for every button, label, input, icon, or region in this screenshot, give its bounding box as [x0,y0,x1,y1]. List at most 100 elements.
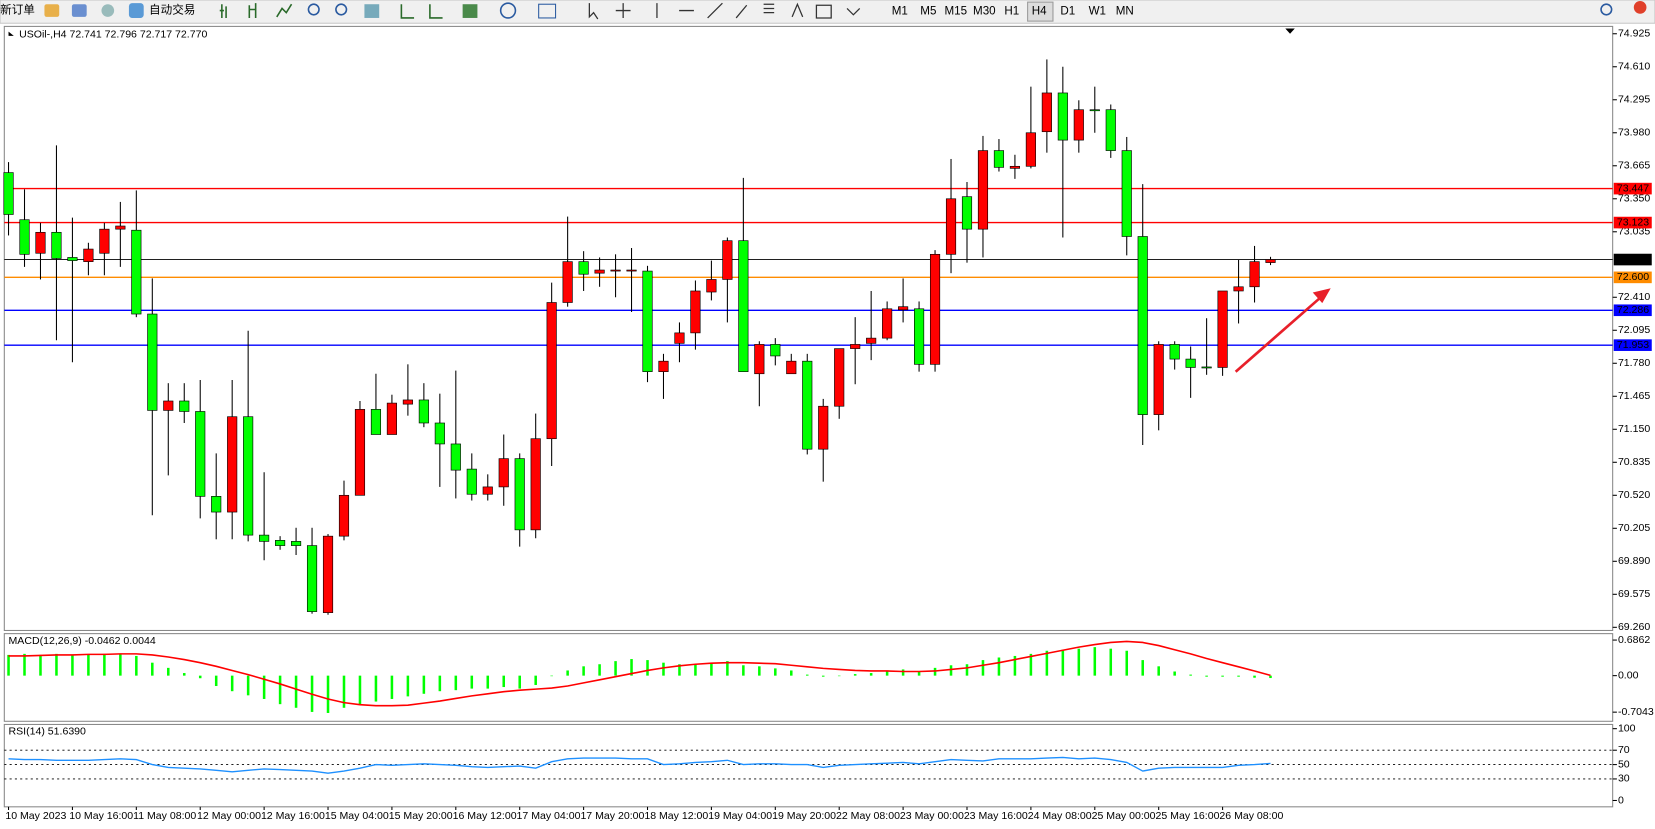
timeframe-button[interactable]: H1 [1004,5,1019,18]
macd-bar [278,675,282,705]
timeframe-button[interactable]: MN [1116,5,1134,18]
annotation-arrow [1234,288,1331,373]
candle-body [1089,109,1100,112]
candle-body [1009,165,1020,169]
scroll-icons[interactable] [400,4,443,19]
macd-bar [885,671,889,676]
candle-body [562,261,573,303]
cursor[interactable] [588,3,599,20]
draw-tools[interactable] [615,2,723,19]
icon[interactable] [276,3,293,18]
x-tick-label: 18 May 12:00 [644,810,708,822]
timeframe-button[interactable]: M5 [920,5,936,18]
icon[interactable] [44,4,60,17]
macd-bar [853,674,857,676]
candle-body [770,344,781,357]
macd-bar [1205,675,1208,677]
macd-bar [71,654,74,676]
x-tick-label: 11 May 08:00 [133,810,196,822]
y-tick-label: 74.295 [1618,94,1650,106]
candle-body [802,360,813,450]
macd-bar [1061,649,1065,676]
templates[interactable] [538,3,557,19]
candle-body [1201,366,1212,369]
macd-bar [694,664,697,676]
candle-body [1153,344,1164,415]
x-tick-label: 23 May 16:00 [964,810,1028,822]
candle-body [961,196,973,230]
macd-bar [518,675,521,689]
y-tick-label: 0.6862 [1618,634,1650,646]
level-label: 72.770 [1617,253,1649,265]
candle-body [1105,109,1116,151]
notification[interactable] [1633,1,1647,14]
y-tick-label: 69.575 [1618,588,1650,600]
macd-bar [758,666,761,676]
candle-body [163,400,174,411]
icon[interactable] [128,3,144,18]
candle-body [882,308,893,339]
macd-bar [646,660,649,676]
timeframe-button[interactable]: M15 [945,5,968,18]
zoom-in[interactable] [307,3,320,16]
timeframe-button[interactable]: D1 [1060,5,1075,18]
new-order-button[interactable]: 新订单 [0,3,35,17]
level-label: 71.953 [1617,339,1649,351]
candle-body [450,443,461,471]
tile-windows[interactable] [364,4,380,18]
icon[interactable] [248,3,257,18]
x-tick-label: 17 May 20:00 [580,810,644,822]
chart-title: USOil-,H4 72.741 72.796 72.717 72.770 [19,29,207,41]
level-tag [1613,304,1652,317]
macd-bar [390,675,394,699]
macd-bar [965,664,969,676]
rsi-panel [3,723,1614,808]
candle-body [402,399,413,405]
candle-body [115,225,126,230]
candle-body [866,337,877,344]
x-tick-label: 19 May 04:00 [708,810,772,822]
x-tick-label: 12 May 00:00 [197,810,261,822]
macd-bar [1045,650,1049,676]
zoom-out[interactable] [335,3,348,16]
timeframe-button[interactable]: H4 [1032,5,1047,18]
periods[interactable] [499,2,517,19]
candle-body [738,240,749,372]
candle-body [610,269,621,272]
icon[interactable] [71,4,87,17]
timeframe-button[interactable]: W1 [1089,5,1106,18]
x-tick-label: 24 May 08:00 [1028,810,1092,822]
level-tag [1613,253,1652,266]
icon[interactable] [101,4,115,17]
candle-body [1169,344,1180,360]
macd-bar [901,669,905,676]
candle-body [1041,92,1052,133]
auto-trading-button[interactable]: 自动交易 [149,3,195,17]
candle-body [674,332,685,344]
candle-body [275,540,286,546]
x-tick-label: 17 May 04:00 [517,810,581,822]
candle-body [386,402,397,435]
text-tools[interactable] [791,2,832,19]
macd-bar [374,675,378,702]
icon[interactable] [219,4,227,18]
timeframe-button[interactable]: M1 [892,5,908,18]
candle-body [67,257,78,261]
draw-tools[interactable] [735,3,775,19]
macd-bar [1029,653,1033,676]
y-tick-label: 69.260 [1618,621,1650,633]
candle-body [914,308,925,365]
candle-body [3,172,14,215]
macd-bar [774,668,777,676]
arrows-tool[interactable] [846,8,861,16]
macd-bar [39,654,42,676]
search[interactable] [1600,3,1613,16]
macd-bar [198,675,202,679]
macd-bar [949,665,953,676]
candle-body [1121,150,1132,237]
candle-body [929,253,941,365]
indicators[interactable] [462,4,478,18]
y-tick-label: 74.925 [1618,28,1650,40]
timeframe-button[interactable]: M30 [973,5,996,18]
